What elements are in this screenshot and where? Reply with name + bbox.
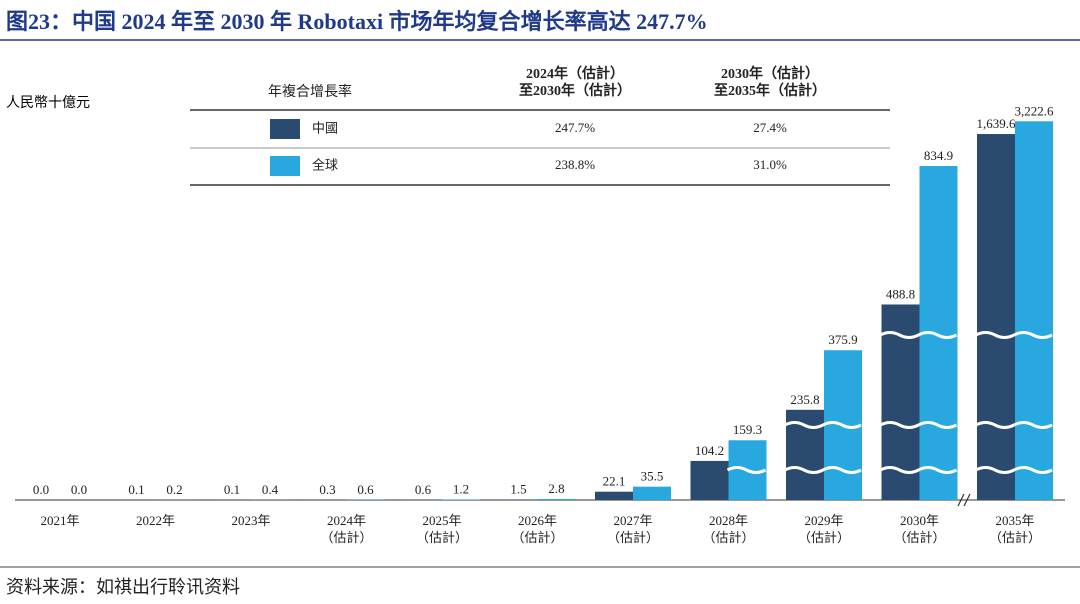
axis-break <box>957 493 971 507</box>
source: 资料来源：如祺出行聆讯资料 <box>6 577 240 597</box>
unit-label: 人民幣十億元 <box>6 95 90 111</box>
bar-break <box>879 421 920 429</box>
table-cell: 27.4% <box>753 120 787 135</box>
legend-swatch <box>270 119 300 139</box>
bar <box>633 486 671 500</box>
table-cell: 247.7% <box>555 120 595 135</box>
value-label: 834.9 <box>924 148 953 163</box>
bar <box>537 498 576 500</box>
value-label: 375.9 <box>828 332 857 347</box>
value-label: 0.2 <box>166 482 182 497</box>
value-label: 2.8 <box>548 481 564 496</box>
bar <box>499 499 538 500</box>
bar <box>595 491 633 500</box>
bar <box>690 460 729 500</box>
bar-break <box>975 421 1015 429</box>
bar-break <box>879 466 920 474</box>
x-tick-label: 2028年 （估計） <box>702 513 755 545</box>
value-label: 1.5 <box>510 481 526 496</box>
value-label: 0.1 <box>128 482 144 497</box>
value-label: 0.4 <box>262 482 279 497</box>
bar-break <box>822 466 862 474</box>
bar-break <box>975 331 1015 339</box>
x-tick-label: 2025年 （估計） <box>415 513 469 545</box>
x-tick-label: 2035年 （估計） <box>988 513 1042 545</box>
bar <box>977 134 1015 501</box>
bar <box>1015 121 1053 501</box>
value-label: 0.6 <box>357 482 374 497</box>
table-column-header: 2030年（估計） 至2035年（估計） <box>714 67 826 99</box>
value-label: 104.2 <box>695 443 724 458</box>
x-tick-label: 2026年 （估計） <box>511 513 564 545</box>
legend-label: 全球 <box>312 158 338 174</box>
chart-title: 图23：中国 2024 年至 2030 年 Robotaxi 市场年均复合增长率… <box>6 9 708 34</box>
x-tick-label: 2022年 <box>135 513 176 528</box>
x-tick-label: 2024年 （估計） <box>320 513 373 545</box>
x-tick-label: 2027年 （估計） <box>606 513 660 545</box>
value-label: 35.5 <box>641 469 664 484</box>
value-label: 235.8 <box>790 392 819 407</box>
value-label: 1.2 <box>453 482 469 497</box>
x-tick-label: 2029年 （估計） <box>797 513 851 545</box>
value-label: 3,222.6 <box>1015 103 1055 118</box>
bar-break <box>784 466 824 474</box>
value-label: 0.6 <box>415 482 432 497</box>
value-label: 22.1 <box>603 474 626 489</box>
value-label: 159.3 <box>733 422 762 437</box>
value-label: 1,639.6 <box>977 116 1017 131</box>
bar-break <box>1013 466 1053 474</box>
bar-break <box>879 331 920 339</box>
value-label: 0.1 <box>224 482 240 497</box>
table-header: 年複合增長率 <box>268 84 352 100</box>
value-label: 0.0 <box>33 482 49 497</box>
table-cell: 238.8% <box>555 157 595 172</box>
table-column-header: 2024年（估計） 至2030年（估計） <box>519 67 631 99</box>
legend-swatch <box>270 156 300 176</box>
table-cell: 31.0% <box>753 157 787 172</box>
bar-break <box>917 421 958 429</box>
bar-break <box>1013 421 1053 429</box>
x-tick-label: 2030年 （估計） <box>893 513 946 545</box>
bar-break <box>1013 331 1053 339</box>
bar-break <box>917 331 958 339</box>
bar-break <box>784 421 824 429</box>
value-label: 0.3 <box>319 482 335 497</box>
legend-label: 中國 <box>312 122 338 137</box>
bar-break <box>917 466 958 474</box>
x-tick-label: 2023年 <box>231 513 271 528</box>
bar-break <box>822 421 862 429</box>
bar-break <box>726 466 767 474</box>
bar-break <box>975 466 1015 474</box>
value-label: 488.8 <box>886 286 915 301</box>
value-label: 0.0 <box>71 482 87 497</box>
x-tick-label: 2021年 <box>40 513 80 528</box>
